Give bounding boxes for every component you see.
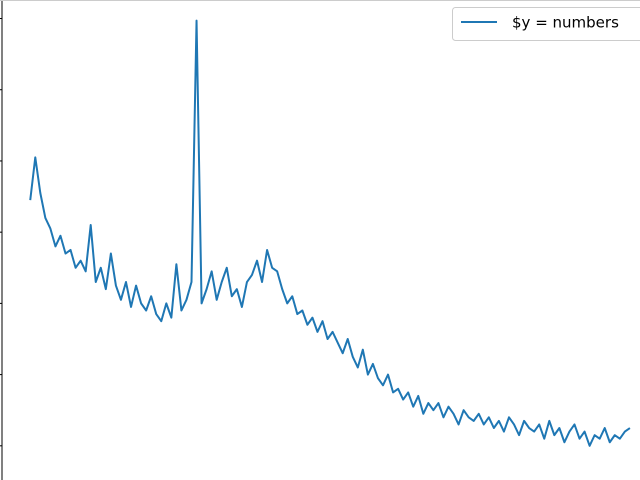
legend-box [452,7,640,41]
legend-label: $y = numbers [512,14,619,32]
data-line [29,19,631,447]
